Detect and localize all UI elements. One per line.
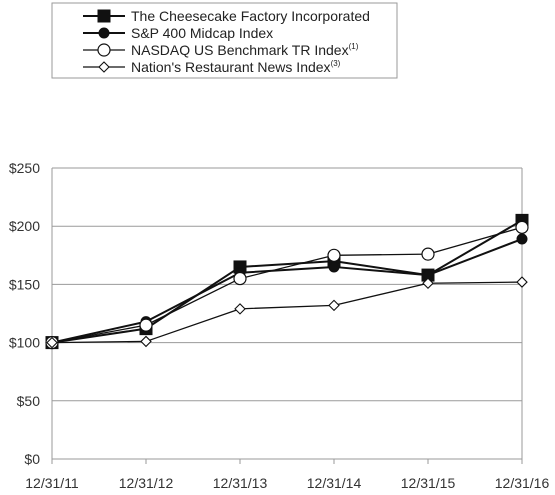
x-tick-label: 12/31/16 <box>495 475 550 491</box>
series-group <box>45 213 529 350</box>
data-point <box>516 233 528 245</box>
data-point <box>233 271 247 286</box>
legend-item: The Cheesecake Factory Incorporated <box>83 8 370 24</box>
x-axis: 12/31/11 12/31/12 12/31/13 12/31/14 12/31/15… <box>25 459 549 491</box>
data-point <box>328 261 340 273</box>
y-tick-label: $200 <box>9 218 40 234</box>
series-4 <box>46 276 528 349</box>
data-point <box>327 248 341 262</box>
y-tick-label: $50 <box>17 393 41 409</box>
legend-item: S&P 400 Midcap Index <box>83 25 273 41</box>
data-point <box>421 247 435 261</box>
series-3 <box>45 220 529 350</box>
y-tick-label: $0 <box>24 451 40 467</box>
y-axis: $0 $50 $100 $150 $200 $250 <box>9 160 40 467</box>
series-line <box>51 238 523 344</box>
series-line <box>51 219 523 344</box>
x-tick-label: 12/31/13 <box>213 475 268 491</box>
y-tick-label: $150 <box>9 276 40 292</box>
legend-label: S&P 400 Midcap Index <box>131 25 273 41</box>
legend-item: NASDAQ US Benchmark TR Index(1) <box>83 42 359 58</box>
data-point <box>140 335 152 348</box>
data-point <box>139 318 153 332</box>
legend-marker <box>98 61 110 73</box>
legend-item: Nation's Restaurant News Index(3) <box>83 59 341 75</box>
series-line <box>51 281 523 344</box>
x-tick-label: 12/31/11 <box>25 475 79 491</box>
data-point <box>46 336 58 349</box>
x-tick-label: 12/31/15 <box>401 475 456 491</box>
data-point <box>234 303 246 315</box>
legend-superscript: (3) <box>331 59 341 68</box>
legend-label: The Cheesecake Factory Incorporated <box>131 8 370 24</box>
legend-marker <box>97 43 111 57</box>
y-tick-label: $100 <box>9 335 40 351</box>
legend-marker <box>97 9 111 23</box>
data-point <box>515 220 529 234</box>
grid-lines <box>51 167 523 460</box>
y-tick-label: $250 <box>9 160 40 176</box>
x-tick-label: 12/31/14 <box>307 475 362 491</box>
series-line <box>51 226 523 344</box>
legend-superscript: (1) <box>349 42 359 51</box>
x-tick-label: 12/31/12 <box>119 475 174 491</box>
legend-label: NASDAQ US Benchmark TR Index(1) <box>131 42 359 58</box>
data-point <box>422 277 434 290</box>
data-point <box>516 276 528 288</box>
legend-marker <box>98 27 110 39</box>
legend-label: Nation's Restaurant News Index(3) <box>131 59 341 75</box>
data-point <box>328 299 340 312</box>
